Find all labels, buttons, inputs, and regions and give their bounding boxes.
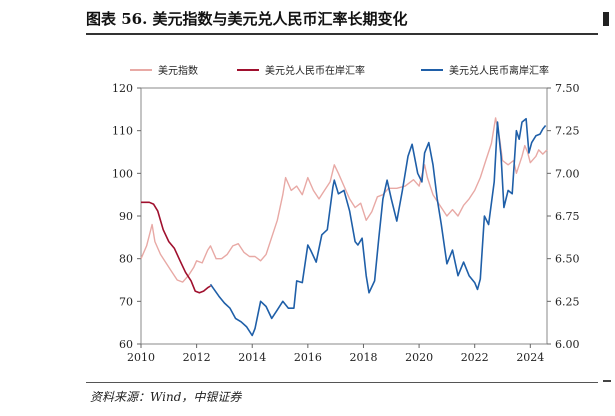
title-rule: [86, 33, 598, 35]
y-left-tick-label: 80: [119, 253, 133, 266]
legend-label-cnh: 美元兑人民币离岸汇率: [449, 64, 549, 77]
y-right-tick-label: 6.75: [555, 210, 580, 223]
x-tick-label: 2016: [294, 351, 322, 364]
y-right-tick-label: 7.50: [555, 82, 580, 95]
y-left-tick-label: 110: [112, 125, 133, 138]
y-right-tick-label: 6.25: [555, 295, 580, 308]
y-left-tick-label: 100: [112, 167, 133, 180]
x-tick-label: 2018: [349, 351, 377, 364]
plot-frame: [140, 87, 548, 345]
series-line-dollar-index: [140, 117, 548, 283]
y-right-tick-label: 6.50: [555, 253, 580, 266]
source-rule: [86, 382, 598, 383]
y-right-tick-label: 6.00: [555, 338, 580, 351]
figure-title: 图表 56. 美元指数与美元兑人民币汇率长期变化: [86, 10, 408, 28]
y-left-tick-label: 60: [119, 338, 133, 351]
edge-marker: [603, 12, 609, 26]
x-tick-label: 2020: [405, 351, 433, 364]
legend-label-cny: 美元兑人民币在岸汇率: [265, 64, 365, 77]
y-right-tick-label: 7.25: [555, 125, 580, 138]
edge-marker-bottom: [603, 380, 611, 382]
legend-label-dxy: 美元指数: [158, 64, 198, 77]
x-tick-label: 2012: [183, 351, 211, 364]
x-tick-label: 2024: [516, 351, 544, 364]
series-line-cny-onshore: [141, 201, 211, 294]
x-tick-label: 2022: [461, 351, 489, 364]
y-right-tick-label: 7.00: [555, 167, 580, 180]
y-left-tick-label: 90: [119, 210, 133, 223]
y-left-tick-label: 70: [119, 295, 133, 308]
x-tick-label: 2014: [238, 351, 266, 364]
source-note: 资料来源：Wind，中银证券: [90, 390, 242, 404]
y-left-tick-label: 120: [112, 82, 133, 95]
x-tick-label: 2010: [127, 351, 155, 364]
series-line-cnh-offshore: [209, 117, 547, 337]
